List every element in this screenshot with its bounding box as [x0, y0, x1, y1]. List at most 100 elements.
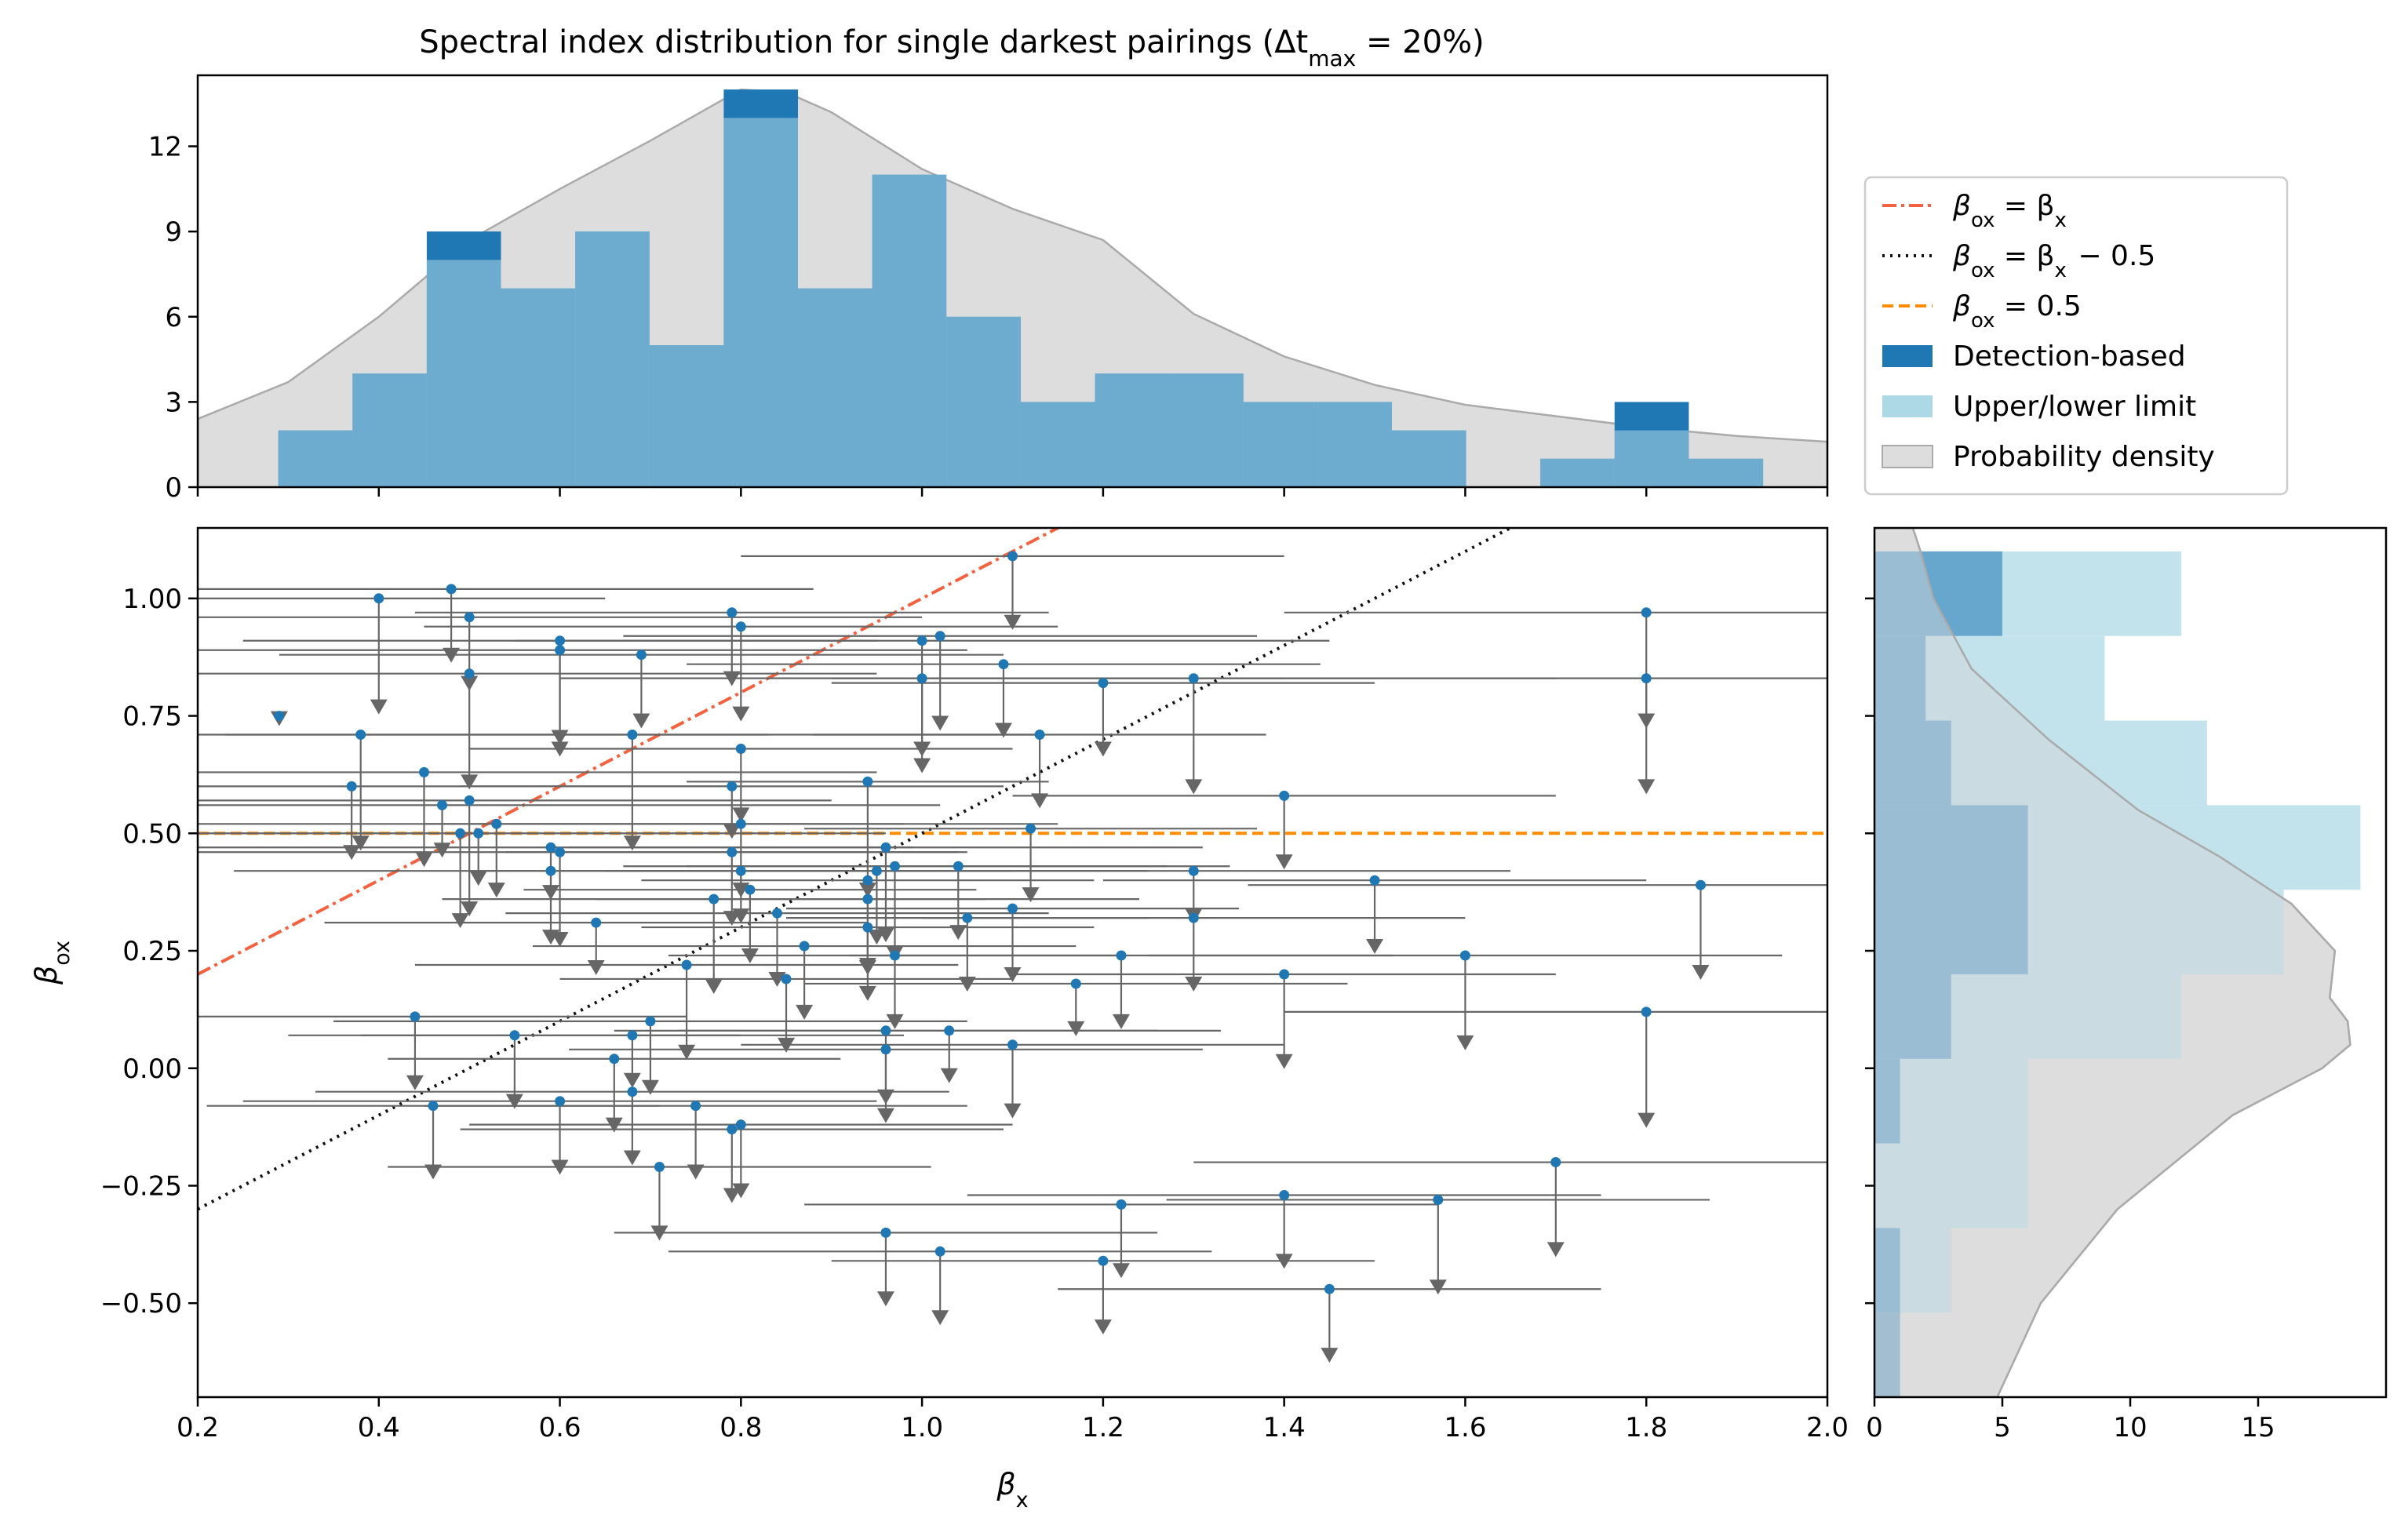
data-point — [1696, 879, 1706, 890]
y-tick-label: 1.00 — [122, 584, 182, 615]
y-tick-label: 6 — [165, 302, 182, 333]
upper-limit-arrow — [1112, 1263, 1130, 1279]
y-tick-label: −0.25 — [100, 1170, 182, 1202]
x-tick-label: 0.8 — [719, 1412, 762, 1443]
data-point — [998, 659, 1009, 670]
scatter-panel: 0.2 0.4 0.6 0.8 1.0 1.2 1.4 1.6 1.8 2.0 −0.50 −0.25… — [29, 526, 1849, 1512]
data-point — [1025, 823, 1036, 834]
data-point — [727, 607, 738, 618]
legend-label: βox = 0.5 — [1952, 290, 2082, 333]
top-frame — [196, 74, 1829, 489]
bar-detection — [1874, 720, 1951, 806]
data-point — [428, 1101, 439, 1112]
legend-frame — [1863, 176, 2289, 496]
upper-limit-arrow — [1429, 1279, 1447, 1295]
data-point — [1641, 1006, 1652, 1017]
bar-detection — [1874, 890, 2028, 974]
upper-limit-arrow — [913, 758, 931, 773]
upper-limit-arrow — [949, 925, 967, 941]
data-point — [934, 1246, 945, 1257]
upper-limit-arrow — [1004, 614, 1022, 630]
right-plot-area — [1874, 528, 2361, 1397]
upper-limit-arrow — [587, 959, 605, 975]
upper-limit-arrow — [1022, 887, 1040, 903]
right-histogram-panel: 0 5 10 15 — [1865, 526, 2388, 1443]
data-point — [772, 908, 782, 919]
upper-limit-arrow — [858, 985, 876, 1001]
data-point — [1459, 950, 1470, 961]
upper-limit-arrow — [551, 730, 569, 745]
data-point — [916, 673, 927, 684]
upper-limit-arrow — [623, 1072, 641, 1088]
upper-limit-arrow — [687, 1164, 705, 1180]
data-point — [346, 781, 357, 792]
upper-limit-arrow — [1456, 1035, 1474, 1050]
bar-limit — [1169, 373, 1244, 487]
data-point — [1641, 607, 1652, 618]
bar-limit — [798, 288, 872, 487]
upper-limit-arrow — [1031, 793, 1049, 809]
data-point — [735, 744, 746, 754]
data-point — [944, 1025, 955, 1036]
y-tick-label: 0.50 — [122, 818, 182, 850]
bar-limit — [278, 430, 353, 487]
upper-limit-arrow — [1185, 779, 1203, 795]
bar-limit — [1020, 402, 1095, 487]
data-point — [555, 846, 566, 857]
data-point — [627, 1086, 638, 1097]
data-point — [727, 846, 738, 857]
data-point — [1007, 551, 1018, 562]
y-tick-label: 0 — [165, 472, 182, 504]
upper-limit-arrow — [415, 852, 433, 868]
data-point — [355, 730, 366, 740]
x-tick-label: 2.0 — [1806, 1412, 1849, 1443]
legend-swatch — [1882, 395, 1933, 417]
upper-limit-arrow — [876, 927, 894, 943]
upper-limit-arrow — [632, 713, 650, 729]
bar-limit — [575, 231, 650, 487]
data-point — [555, 645, 566, 656]
data-point — [880, 1227, 891, 1238]
top-plot-area — [198, 88, 1827, 487]
upper-limit-arrow — [705, 978, 723, 994]
data-point — [1188, 865, 1199, 876]
data-point — [1433, 1195, 1444, 1205]
upper-limit-arrow — [451, 913, 469, 929]
upper-limit-arrow — [487, 883, 505, 898]
upper-limit-arrow — [876, 1108, 894, 1123]
data-point — [953, 861, 964, 872]
data-point — [890, 950, 900, 961]
y-tick-label: 0.75 — [122, 701, 182, 733]
data-point — [1188, 673, 1199, 684]
upper-limit-arrow — [1275, 1054, 1293, 1069]
data-point — [1279, 969, 1290, 980]
upper-limit-arrow — [732, 807, 750, 823]
x-tick-label: 10 — [2113, 1412, 2147, 1443]
data-point — [735, 1119, 746, 1130]
data-point — [681, 959, 692, 970]
bar-detection — [1874, 805, 2028, 890]
legend-label: Probability density — [1953, 441, 2215, 473]
bar-detection — [1874, 1228, 1900, 1313]
x-tick-label: 15 — [2241, 1412, 2275, 1443]
upper-limit-arrow — [1094, 741, 1112, 757]
data-point — [555, 1096, 566, 1107]
upper-limit-arrow — [732, 908, 750, 924]
data-point — [609, 1054, 620, 1065]
data-point — [962, 912, 973, 923]
legend-label: Upper/lower limit — [1953, 391, 2196, 423]
bar-limit — [1392, 430, 1466, 487]
bar-detection — [1874, 974, 1951, 1059]
data-point — [437, 799, 447, 810]
upper-limit-arrow — [1275, 1254, 1293, 1269]
upper-limit-arrow — [876, 1291, 894, 1307]
bar-limit — [1317, 402, 1392, 487]
data-point — [727, 1124, 738, 1135]
x-tick-label: 1.6 — [1444, 1412, 1486, 1443]
upper-limit-arrow — [370, 699, 388, 715]
data-point — [636, 650, 647, 661]
data-point — [1070, 978, 1081, 989]
data-point — [735, 621, 746, 632]
data-point — [890, 861, 900, 872]
legend-swatch — [1882, 445, 1933, 468]
